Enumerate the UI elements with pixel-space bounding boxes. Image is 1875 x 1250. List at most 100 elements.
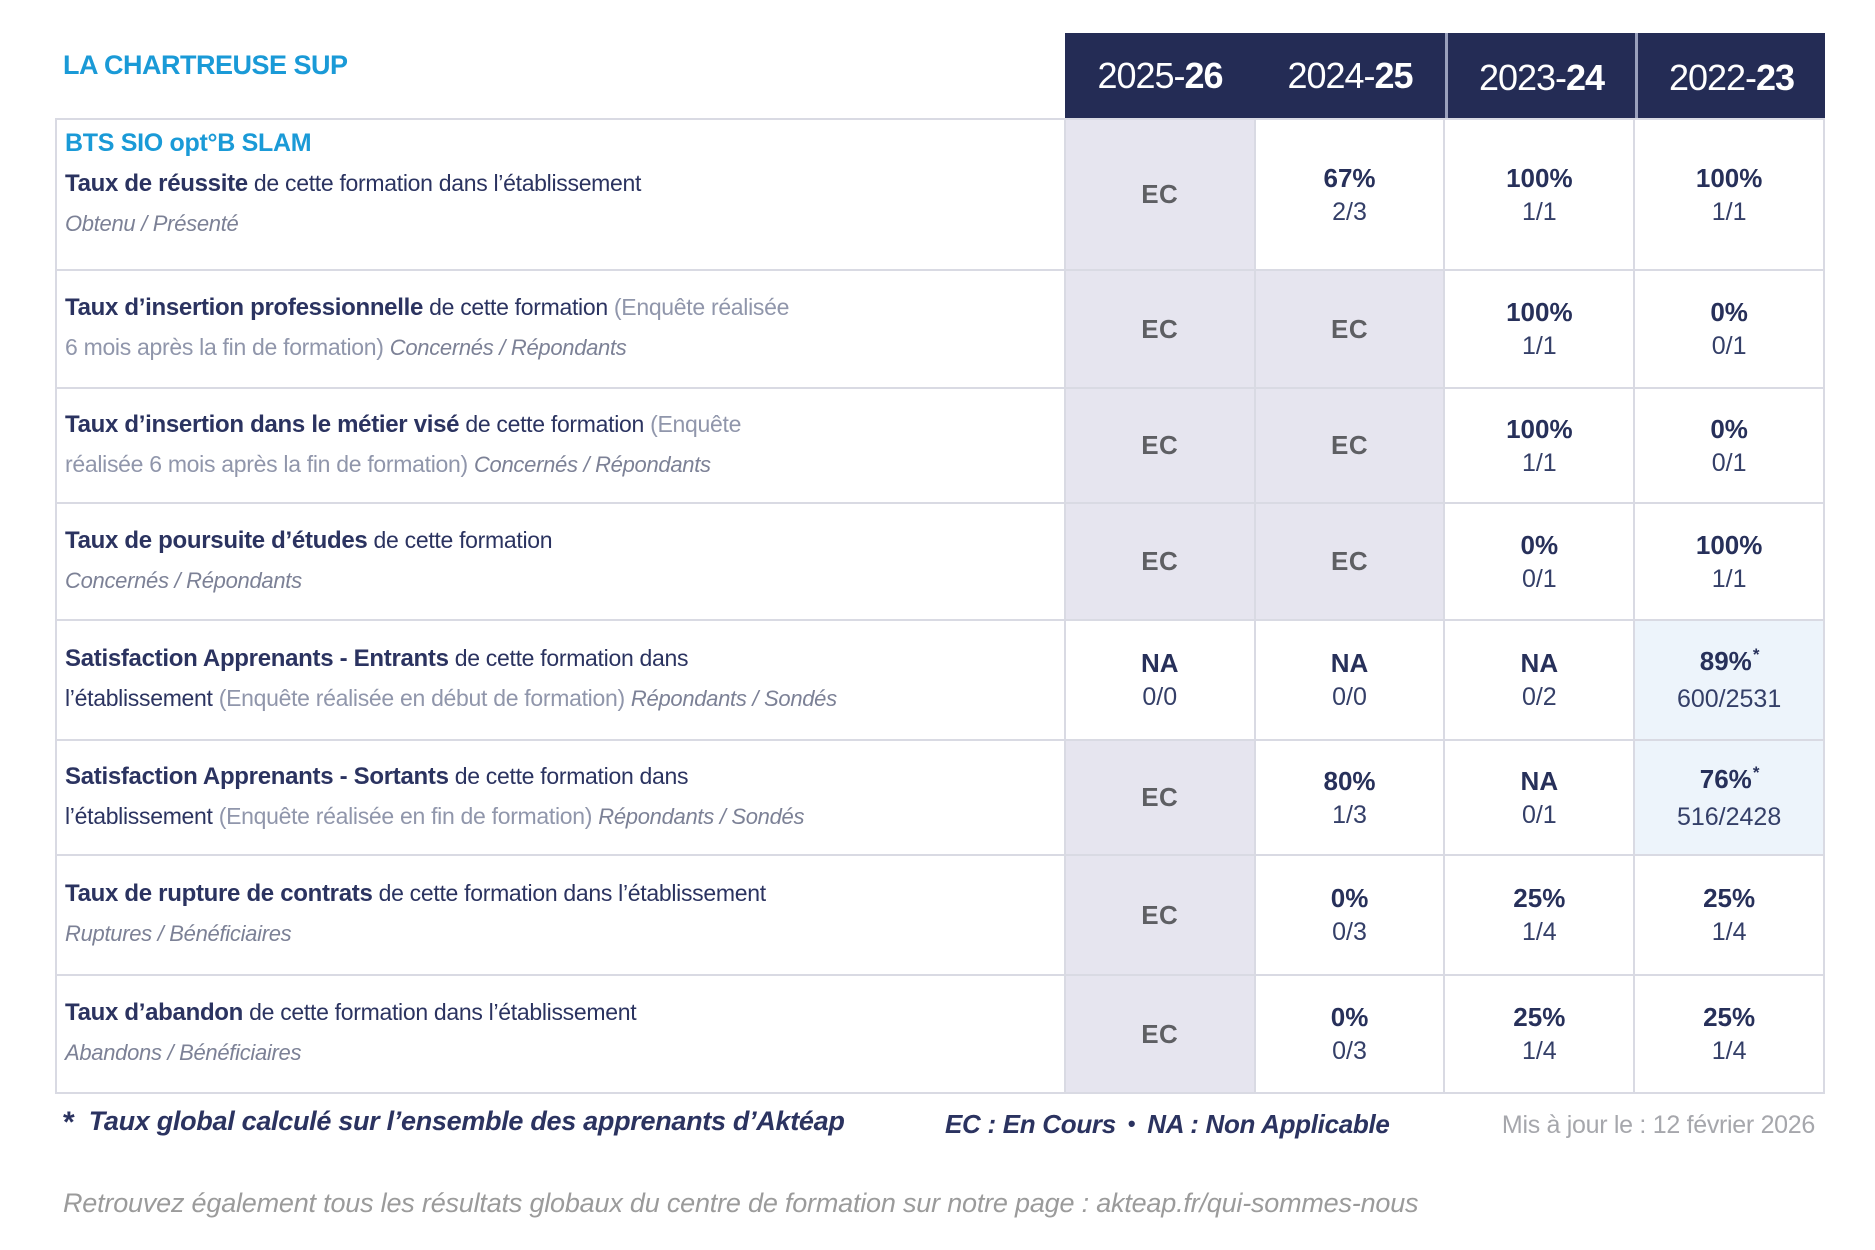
label-segment: Taux d’abandon — [65, 999, 244, 1026]
row-label: Taux de rupture de contrats de cette for… — [57, 856, 1064, 974]
cell-2022-23: 25% 1/4 — [1633, 856, 1823, 974]
percentage-value: 80% — [1323, 765, 1376, 796]
table-row-satisfaction-apprenants-sortants: Satisfaction Apprenants - Sortants de ce… — [57, 739, 1823, 854]
year-suffix: 26 — [1184, 54, 1224, 96]
asterisk-marker: * — [1752, 762, 1760, 782]
fraction-value: 1/4 — [1711, 918, 1747, 946]
label-segment: Ruptures / Bénéficiaires — [65, 921, 292, 946]
label-line: Taux de réussite de cette formation dans… — [65, 165, 1046, 205]
label-segment: de cette formation dans — [448, 645, 689, 671]
percentage-value: 25% — [1703, 1002, 1756, 1032]
percentage-value: 0% — [1710, 413, 1748, 444]
cell-2023-24: 25% 1/4 — [1443, 976, 1634, 1092]
year-header-2024-25: 2024- 25 — [1255, 33, 1445, 118]
footnote-text: Taux global calculé sur l’ensemble des a… — [88, 1106, 845, 1136]
legend-separator: • — [1127, 1111, 1136, 1136]
na-value: NA — [1520, 648, 1559, 678]
row-label: Satisfaction Apprenants - Entrants de ce… — [57, 621, 1064, 739]
cell-2022-23: 25% 1/4 — [1633, 976, 1823, 1092]
row-label: Satisfaction Apprenants - Sortants de ce… — [57, 741, 1064, 854]
legend-na: NA : Non Applicable — [1147, 1109, 1390, 1139]
footnote-asterisk: * — [63, 1106, 75, 1139]
label-segment: Taux d’insertion dans le métier visé — [65, 410, 460, 438]
percentage-value: 89%* — [1699, 645, 1760, 676]
cell-2024-25: NA 0/0 — [1253, 621, 1444, 739]
label-segment: Concernés / Répondants — [473, 451, 711, 477]
year-suffix: 25 — [1374, 54, 1414, 96]
year-header-2022-23: 2022- 23 — [1635, 33, 1825, 123]
percentage-value: 0% — [1710, 297, 1748, 327]
label-line: Concernés / Répondants — [65, 562, 1046, 602]
cell-2023-24: 25% 1/4 — [1443, 856, 1634, 974]
cell-2023-24: 0% 0/1 — [1443, 504, 1634, 619]
label-segment: Obtenu / Présenté — [65, 211, 239, 236]
ec-value: EC — [1330, 546, 1369, 576]
label-segment: BTS SIO opt°B SLAM — [65, 129, 312, 157]
fraction-value: 1/1 — [1521, 332, 1557, 360]
label-segment: réalisée 6 mois après la fin de formatio… — [65, 450, 474, 477]
label-segment: de cette formation — [423, 294, 614, 320]
year-header-2025-26: 2025- 26 — [1065, 33, 1255, 118]
fraction-value: 1/3 — [1332, 800, 1367, 829]
fraction-value: 0/2 — [1521, 683, 1557, 711]
cell-2025-26: EC — [1063, 976, 1254, 1092]
label-segment: 6 mois après la fin de formation) — [65, 334, 390, 360]
label-line: Taux de poursuite d’études de cette form… — [65, 522, 1046, 562]
label-segment: Concernés / Répondants — [389, 335, 627, 360]
percentage-value: 0% — [1330, 1002, 1369, 1032]
cell-2024-25: 67% 2/3 — [1253, 120, 1444, 269]
table-row-taux-insertion-professionnelle: Taux d’insertion professionnelle de cett… — [57, 269, 1823, 387]
ec-value: EC — [1141, 899, 1179, 930]
cell-2025-26: EC — [1063, 856, 1254, 974]
cell-2024-25: 80% 1/3 — [1253, 741, 1444, 854]
label-segment: de cette formation dans l’établissement — [372, 880, 767, 906]
cell-2022-23: 100% 1/1 — [1633, 504, 1823, 619]
ec-value: EC — [1330, 430, 1369, 460]
cell-2023-24: 100% 1/1 — [1443, 271, 1634, 387]
cell-2024-25: 0% 0/3 — [1253, 856, 1444, 974]
table-row-taux-rupture-contrats: Taux de rupture de contrats de cette for… — [57, 854, 1823, 974]
cell-2025-26: NA 0/0 — [1063, 621, 1254, 739]
percentage-value: 25% — [1513, 1002, 1566, 1032]
fraction-value: 0/0 — [1142, 683, 1178, 711]
fraction-value: 600/2531 — [1676, 685, 1782, 713]
label-segment: Répondants / Sondés — [598, 803, 805, 829]
percentage-value: 100% — [1506, 297, 1573, 327]
label-line: Taux de rupture de contrats de cette for… — [65, 875, 1046, 915]
row-label: Taux de poursuite d’études de cette form… — [57, 504, 1064, 619]
label-line: Satisfaction Apprenants - Sortants de ce… — [65, 758, 1046, 798]
year-suffix: 23 — [1756, 57, 1795, 98]
label-segment: l’établissement — [65, 685, 219, 711]
fraction-value: 0/1 — [1711, 332, 1747, 360]
fraction-value: 0/1 — [1521, 564, 1557, 593]
cell-2022-23: 76%* 516/2428 — [1633, 741, 1823, 854]
percentage-value: 25% — [1513, 883, 1566, 913]
table-row-taux-de-reussite: BTS SIO opt°B SLAM Taux de réussite de ce… — [57, 120, 1823, 269]
cell-2023-24: 100% 1/1 — [1443, 120, 1634, 269]
cell-2022-23: 0% 0/1 — [1633, 389, 1823, 502]
fraction-value: 2/3 — [1332, 197, 1367, 226]
updated-date: Mis à jour le : 12 février 2026 — [1501, 1111, 1815, 1139]
ec-value: EC — [1141, 1018, 1179, 1049]
label-line: réalisée 6 mois après la fin de formatio… — [65, 446, 1046, 486]
row-label: BTS SIO opt°B SLAM Taux de réussite de ce… — [57, 120, 1064, 269]
percentage-value: 100% — [1695, 529, 1763, 560]
year-suffix: 24 — [1566, 57, 1605, 98]
label-segment: de cette formation — [459, 410, 651, 437]
label-segment: Taux de réussite — [65, 170, 248, 197]
row-label: Taux d’abandon de cette formation dans l… — [57, 976, 1064, 1092]
label-segment: de cette formation dans l’établissement — [243, 999, 637, 1025]
percentage-value: 67% — [1323, 162, 1376, 193]
year-headers: 2025- 26 2024- 25 2023- 24 2022- 23 — [1065, 33, 1825, 123]
label-line: 6 mois après la fin de formation) Concer… — [65, 329, 1046, 369]
label-segment: Concernés / Répondants — [65, 567, 302, 593]
legend-ec: EC : En Cours — [945, 1109, 1116, 1139]
fraction-value: 0/1 — [1711, 448, 1747, 477]
bottom-note: Retrouvez également tous les résultats g… — [63, 1188, 1419, 1218]
cell-2022-23: 0% 0/1 — [1633, 271, 1823, 387]
cell-2023-24: NA 0/2 — [1443, 621, 1634, 739]
row-label: Taux d’insertion dans le métier visé de … — [57, 389, 1064, 502]
label-segment: de cette formation dans l’établissement — [247, 170, 642, 196]
ec-value: EC — [1141, 430, 1179, 460]
